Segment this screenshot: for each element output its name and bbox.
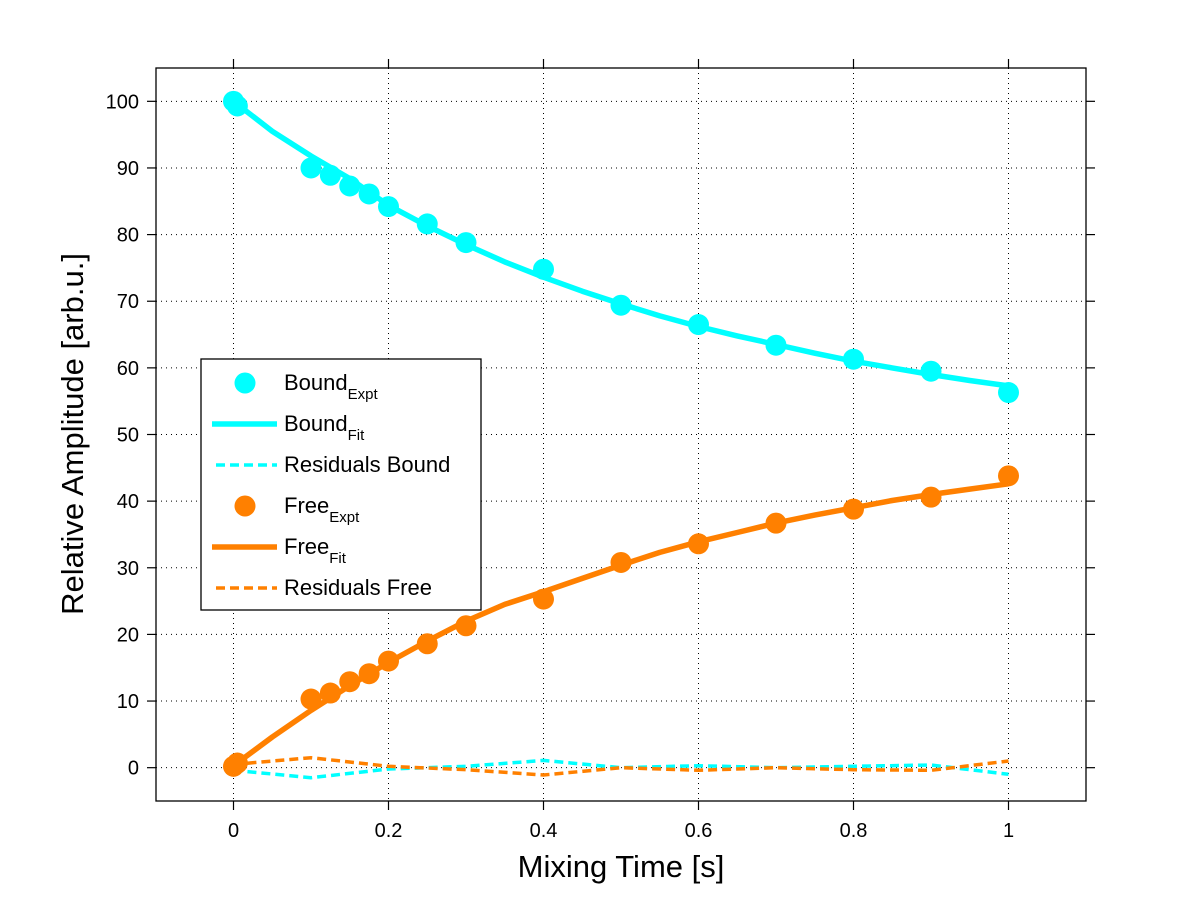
- x-tick-label: 0.2: [375, 820, 403, 842]
- data-point-bound: [358, 183, 380, 205]
- legend-item-free: FreeExpt: [234, 493, 360, 526]
- data-point-bound: [226, 95, 248, 117]
- legend-box: [200, 358, 482, 611]
- data-point-bound: [455, 232, 477, 254]
- data-point-bound: [765, 334, 787, 356]
- data-point-free: [416, 633, 438, 655]
- legend-item-bound-fit: BoundFit: [212, 411, 365, 444]
- data-point-bound: [339, 175, 361, 197]
- legend-label-main: Free: [284, 493, 329, 518]
- legend-label-subscript: Expt: [348, 386, 379, 403]
- y-tick-label: 70: [117, 291, 139, 313]
- x-tick-label: 1: [1003, 820, 1014, 842]
- legend-label-subscript: Fit: [329, 550, 346, 567]
- data-point-free: [358, 663, 380, 685]
- legend-label-main: Residuals Free: [284, 575, 432, 600]
- x-tick-label: 0.4: [530, 820, 558, 842]
- series-residuals-free: [233, 755, 1009, 777]
- data-point-free: [843, 498, 864, 520]
- data-point-free: [300, 688, 322, 710]
- data-point-free: [339, 671, 361, 693]
- data-point-bound: [920, 360, 942, 382]
- legend-label-main: Bound: [284, 411, 348, 436]
- data-point-free: [378, 650, 399, 672]
- data-point-bound: [319, 164, 341, 186]
- data-point-bound: [378, 196, 399, 218]
- x-tick-label: 0.8: [840, 820, 868, 842]
- legend-marker: [234, 372, 256, 394]
- legend-label: BoundExpt: [284, 370, 378, 403]
- y-tick-label: 10: [117, 691, 139, 713]
- legend-item-bound: BoundExpt: [234, 370, 378, 403]
- y-tick-label: 100: [106, 91, 139, 113]
- series-residuals-bound: [233, 758, 1009, 780]
- data-point-bound: [416, 213, 438, 235]
- data-point-free: [533, 588, 554, 610]
- data-point-bound: [300, 157, 322, 179]
- ticks: [147, 59, 1095, 810]
- x-tick-label: 0.6: [685, 820, 713, 842]
- residual-line-residuals-free: [233, 755, 1009, 777]
- series-layer: [223, 90, 1019, 780]
- legend-label-main: Free: [284, 534, 329, 559]
- legend-label: FreeFit: [284, 534, 347, 567]
- data-point-free: [920, 486, 942, 508]
- legend-label: Residuals Free: [284, 575, 432, 600]
- data-point-bound: [843, 348, 864, 370]
- legend-label-main: Bound: [284, 370, 348, 395]
- y-tick-label: 30: [117, 558, 139, 580]
- data-point-free: [610, 551, 632, 573]
- x-axis-label: Mixing Time [s]: [518, 849, 725, 884]
- y-tick-label: 60: [117, 358, 139, 380]
- data-point-free: [455, 615, 477, 637]
- y-axis-label: Relative Amplitude [arb.u.]: [55, 253, 90, 615]
- y-tick-label: 20: [117, 624, 139, 646]
- legend-item-free-fit: FreeFit: [212, 534, 347, 567]
- legend-label: Residuals Bound: [284, 452, 450, 477]
- legend-label-main: Residuals Bound: [284, 452, 450, 477]
- x-tick-label: 0: [228, 820, 239, 842]
- data-point-bound: [688, 314, 709, 336]
- legend-item-residuals-bound: Residuals Bound: [216, 452, 450, 477]
- legend-label-subscript: Fit: [348, 427, 365, 444]
- residual-line-residuals-bound: [233, 758, 1009, 780]
- legend-item-residuals-free: Residuals Free: [216, 575, 432, 600]
- legend-label: FreeExpt: [284, 493, 360, 526]
- y-tick-label: 80: [117, 225, 139, 247]
- legend-marker: [234, 495, 256, 517]
- data-point-free: [998, 465, 1019, 487]
- data-point-bound: [610, 294, 632, 316]
- y-tick-label: 90: [117, 158, 139, 180]
- series-free: [223, 465, 1019, 777]
- data-point-bound: [998, 382, 1019, 404]
- legend-label-subscript: Expt: [329, 509, 360, 526]
- series-bound: [223, 90, 1019, 404]
- data-point-bound: [533, 258, 554, 280]
- y-tick-label: 40: [117, 491, 139, 513]
- data-point-free: [226, 752, 248, 774]
- data-point-free: [688, 533, 709, 555]
- y-tick-label: 0: [128, 758, 139, 780]
- legend-label: BoundFit: [284, 411, 365, 444]
- y-tick-label: 50: [117, 425, 139, 447]
- data-point-free: [319, 682, 341, 704]
- data-point-free: [765, 512, 787, 534]
